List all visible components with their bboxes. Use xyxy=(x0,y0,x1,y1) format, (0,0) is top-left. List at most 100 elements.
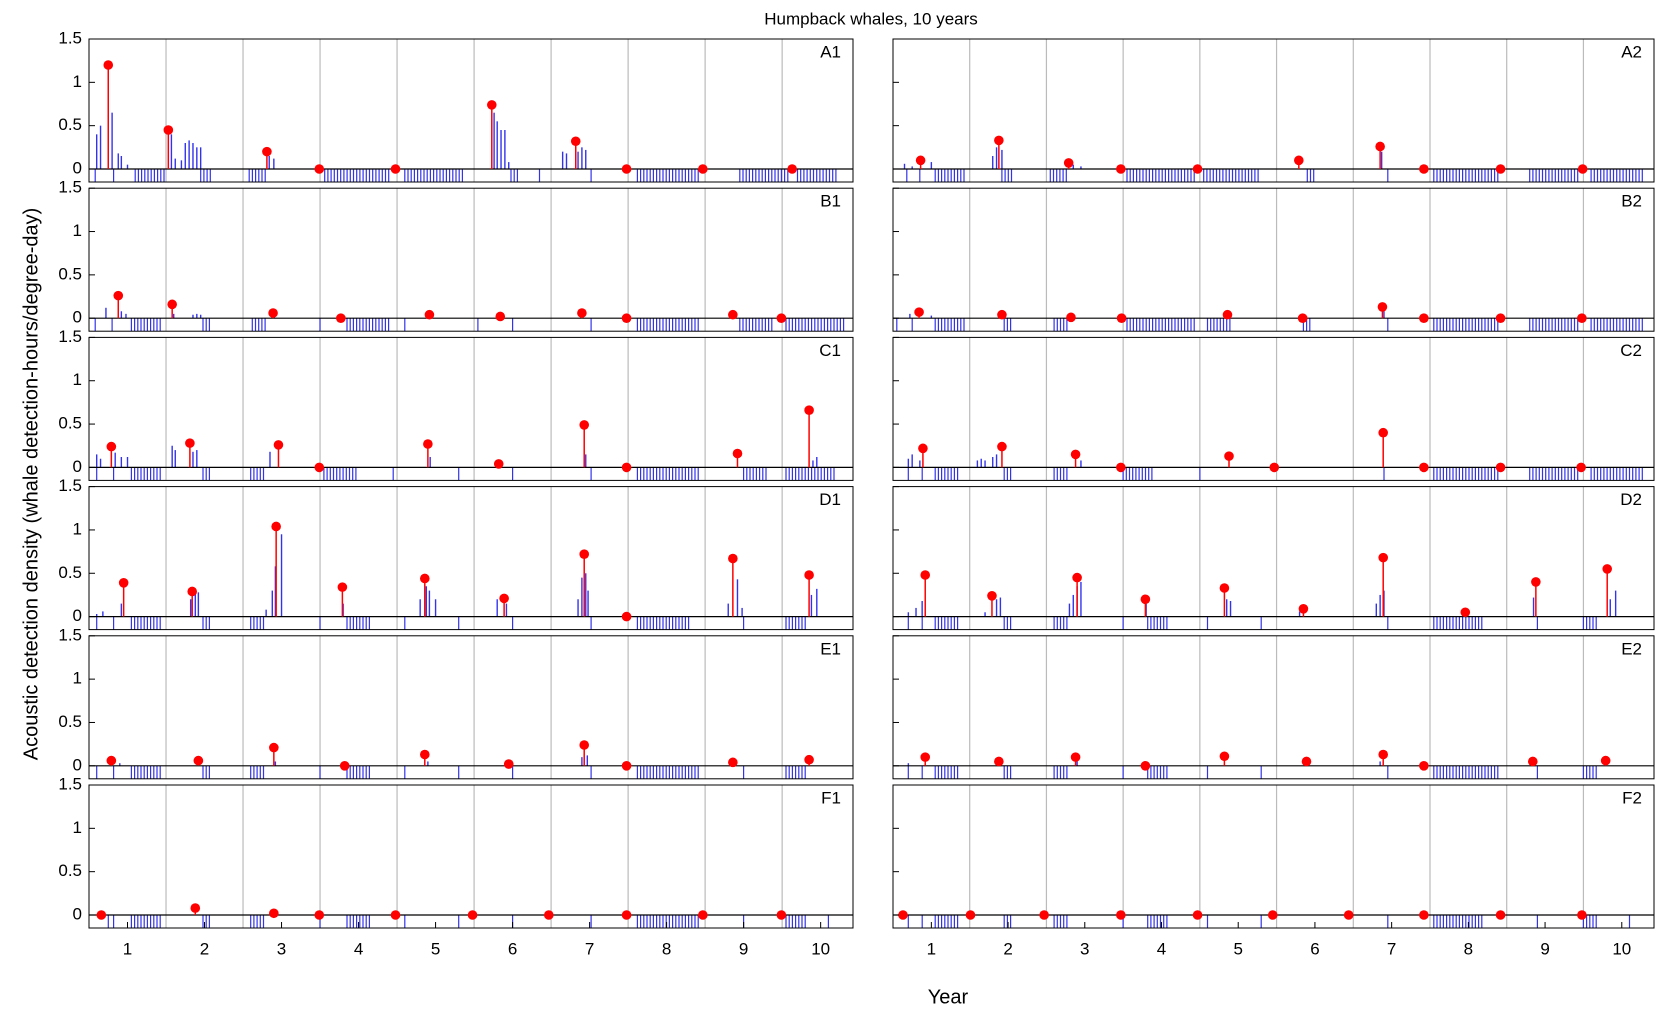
peak-dot xyxy=(1070,752,1081,762)
y-tick-label: 0.5 xyxy=(58,712,82,731)
peak-dot xyxy=(997,441,1007,452)
y-tick-label: 1.5 xyxy=(58,625,82,644)
no-data xyxy=(346,915,370,928)
peak-dot xyxy=(1419,910,1429,920)
peak-dot xyxy=(423,439,433,449)
peak-dot xyxy=(732,448,743,459)
x-tick-label: 10 xyxy=(811,939,830,958)
no-data xyxy=(1003,318,1012,332)
peak-dot xyxy=(1419,164,1429,174)
peak-dot xyxy=(185,438,195,448)
peak-dot xyxy=(728,757,738,768)
panel-label: B2 xyxy=(1621,192,1642,211)
peak-dot xyxy=(1378,552,1389,563)
peak-dot xyxy=(728,309,738,320)
peak-dot xyxy=(103,60,114,70)
no-data xyxy=(202,467,210,481)
no-data xyxy=(130,467,161,481)
panel-frame xyxy=(88,336,854,481)
no-data xyxy=(1433,169,1499,182)
no-data xyxy=(1590,318,1643,332)
no-data xyxy=(346,318,390,332)
y-tick-label: 1 xyxy=(73,669,82,688)
peak-dot xyxy=(543,910,554,920)
no-data xyxy=(1306,169,1315,182)
peak-dot xyxy=(337,582,348,592)
peak-dot xyxy=(1298,604,1309,614)
y-tick-label: 1.5 xyxy=(58,28,82,47)
y-tick-label: 1.5 xyxy=(58,178,82,197)
no-data xyxy=(1003,616,1012,630)
peak-dot xyxy=(336,313,346,324)
no-data xyxy=(636,318,699,332)
x-tick-label: 9 xyxy=(739,939,748,958)
no-data xyxy=(1003,915,1012,928)
peak-dot xyxy=(1070,449,1081,460)
peak-dot xyxy=(390,164,401,174)
peak-dot xyxy=(1063,158,1074,168)
peak-dot xyxy=(1140,761,1151,771)
x-tick-label: 10 xyxy=(1612,939,1631,958)
peak-dot xyxy=(994,756,1004,767)
peak-dot xyxy=(621,611,632,622)
peak-dot xyxy=(1375,141,1385,152)
peak-dot xyxy=(1267,910,1278,920)
no-data xyxy=(1203,169,1259,182)
peak-dot xyxy=(804,570,814,580)
y-tick-label: 1.5 xyxy=(58,476,82,495)
peak-dot xyxy=(118,578,129,588)
panel-label: C1 xyxy=(819,341,841,360)
no-data xyxy=(1122,467,1153,481)
no-data xyxy=(785,765,806,779)
peak-dot xyxy=(486,100,497,110)
peak-dot xyxy=(1378,749,1389,760)
peak-dot xyxy=(314,910,325,920)
panel: D2 xyxy=(892,486,1655,631)
x-tick-label: 6 xyxy=(508,939,517,958)
x-tick-label: 2 xyxy=(1003,939,1012,958)
peak-dot xyxy=(570,136,581,147)
no-data xyxy=(636,169,699,182)
no-data xyxy=(250,467,265,481)
no-data xyxy=(739,169,789,182)
x-tick-label: 2 xyxy=(200,939,209,958)
no-data xyxy=(324,169,390,182)
y-tick-label: 0.5 xyxy=(58,563,82,582)
no-data xyxy=(200,169,211,182)
chart-title: Humpback whales, 10 years xyxy=(764,9,978,28)
peak-dot xyxy=(1495,462,1506,473)
no-data xyxy=(202,616,210,630)
panel-frame xyxy=(892,486,1655,631)
panel-frame xyxy=(88,784,854,929)
panel: A2 xyxy=(892,38,1655,183)
y-tick-label: 1.5 xyxy=(58,327,82,346)
no-data xyxy=(1590,169,1643,182)
y-tick-label: 1.5 xyxy=(58,774,82,793)
peak-dot xyxy=(96,910,107,920)
panel-label: C2 xyxy=(1620,341,1642,360)
y-tick-label: 1 xyxy=(73,519,82,538)
peak-dot xyxy=(1116,462,1126,473)
no-data xyxy=(934,765,959,779)
x-tick-label: 7 xyxy=(1387,939,1396,958)
no-data xyxy=(202,318,210,332)
peak-dot xyxy=(1419,462,1429,473)
peak-dot xyxy=(1294,155,1304,166)
x-tick-label: 1 xyxy=(927,939,936,958)
peak-dot xyxy=(1066,312,1076,323)
x-tick-label: 8 xyxy=(1464,939,1473,958)
x-tick-label: 9 xyxy=(1540,939,1549,958)
x-tick-label: 3 xyxy=(1080,939,1089,958)
peak-dot xyxy=(698,164,708,174)
no-data xyxy=(404,169,463,182)
no-data xyxy=(796,169,837,182)
x-tick-label: 5 xyxy=(431,939,440,958)
y-tick-label: 0.5 xyxy=(58,861,82,880)
peak-dot xyxy=(579,549,590,559)
no-data xyxy=(1582,915,1597,928)
no-data xyxy=(1147,616,1168,630)
no-data xyxy=(1433,765,1499,779)
no-data xyxy=(636,467,699,481)
no-data xyxy=(636,616,690,630)
peak-dot xyxy=(1343,910,1354,920)
